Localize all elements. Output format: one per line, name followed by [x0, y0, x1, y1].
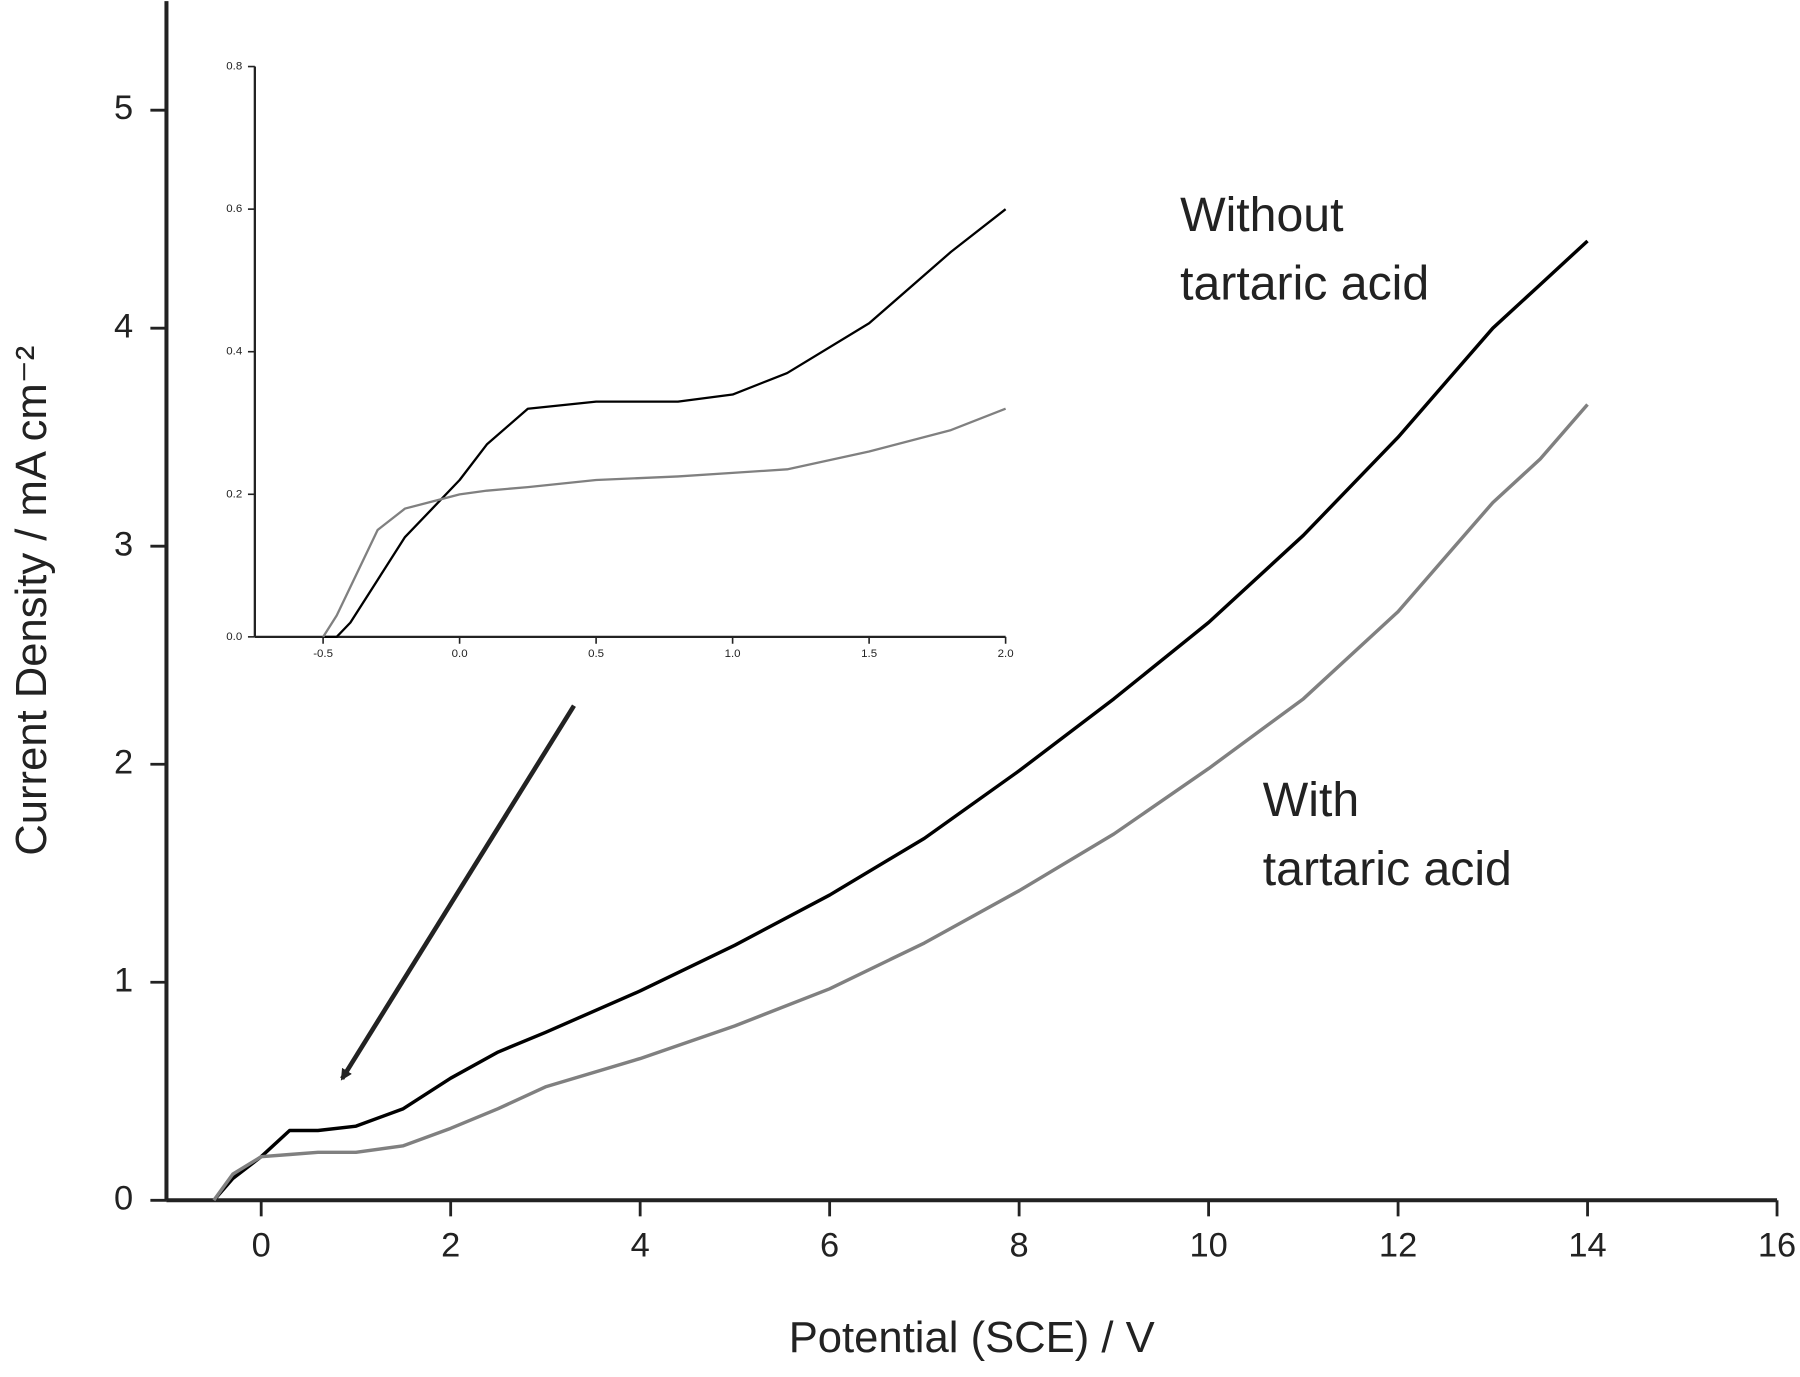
y-tick-label: 0.6: [226, 203, 242, 215]
y-tick-label: 3: [114, 525, 133, 563]
y-tick-label: 2: [114, 743, 133, 781]
annotation: With: [1263, 773, 1359, 827]
y-tick-label: 0.8: [226, 61, 242, 73]
x-tick-label: 0.5: [588, 648, 604, 660]
x-tick-label: 1.5: [861, 648, 877, 660]
x-tick-label: 8: [1010, 1226, 1029, 1264]
data-line: [322, 407, 1007, 638]
y-axis-title: Current Density / mA cm⁻²: [8, 346, 56, 856]
x-tick-label: 12: [1379, 1226, 1417, 1264]
arrow: [340, 704, 576, 1081]
y-tick-label: 0.2: [226, 488, 242, 500]
y-tick-label: 0.0: [226, 631, 242, 643]
x-tick-label: 16: [1758, 1226, 1796, 1264]
y-tick-label: 0.4: [226, 346, 243, 358]
annotation: Without: [1180, 188, 1344, 242]
y-tick-label: 0: [114, 1179, 133, 1217]
x-tick-label: 2: [441, 1226, 460, 1264]
x-tick-label: 6: [820, 1226, 839, 1264]
x-tick-label: 2.0: [998, 648, 1014, 660]
data-line: [212, 403, 1589, 1202]
y-tick-label: 5: [114, 89, 133, 127]
x-tick-label: 4: [631, 1226, 650, 1264]
annotation: tartaric acid: [1263, 842, 1512, 896]
x-axis-title: Potential (SCE) / V: [789, 1314, 1155, 1362]
x-tick-label: 0.0: [452, 648, 468, 660]
annotation: tartaric acid: [1180, 257, 1429, 311]
y-tick-label: 4: [114, 307, 133, 345]
x-tick-label: 0: [252, 1226, 271, 1264]
x-tick-label: -0.5: [313, 648, 333, 660]
data-line: [323, 208, 1007, 639]
x-tick-label: 1.0: [725, 648, 741, 660]
x-tick-label: 10: [1189, 1226, 1227, 1264]
data-line: [212, 239, 1589, 1202]
x-tick-label: 14: [1568, 1226, 1606, 1264]
y-tick-label: 1: [114, 961, 133, 999]
